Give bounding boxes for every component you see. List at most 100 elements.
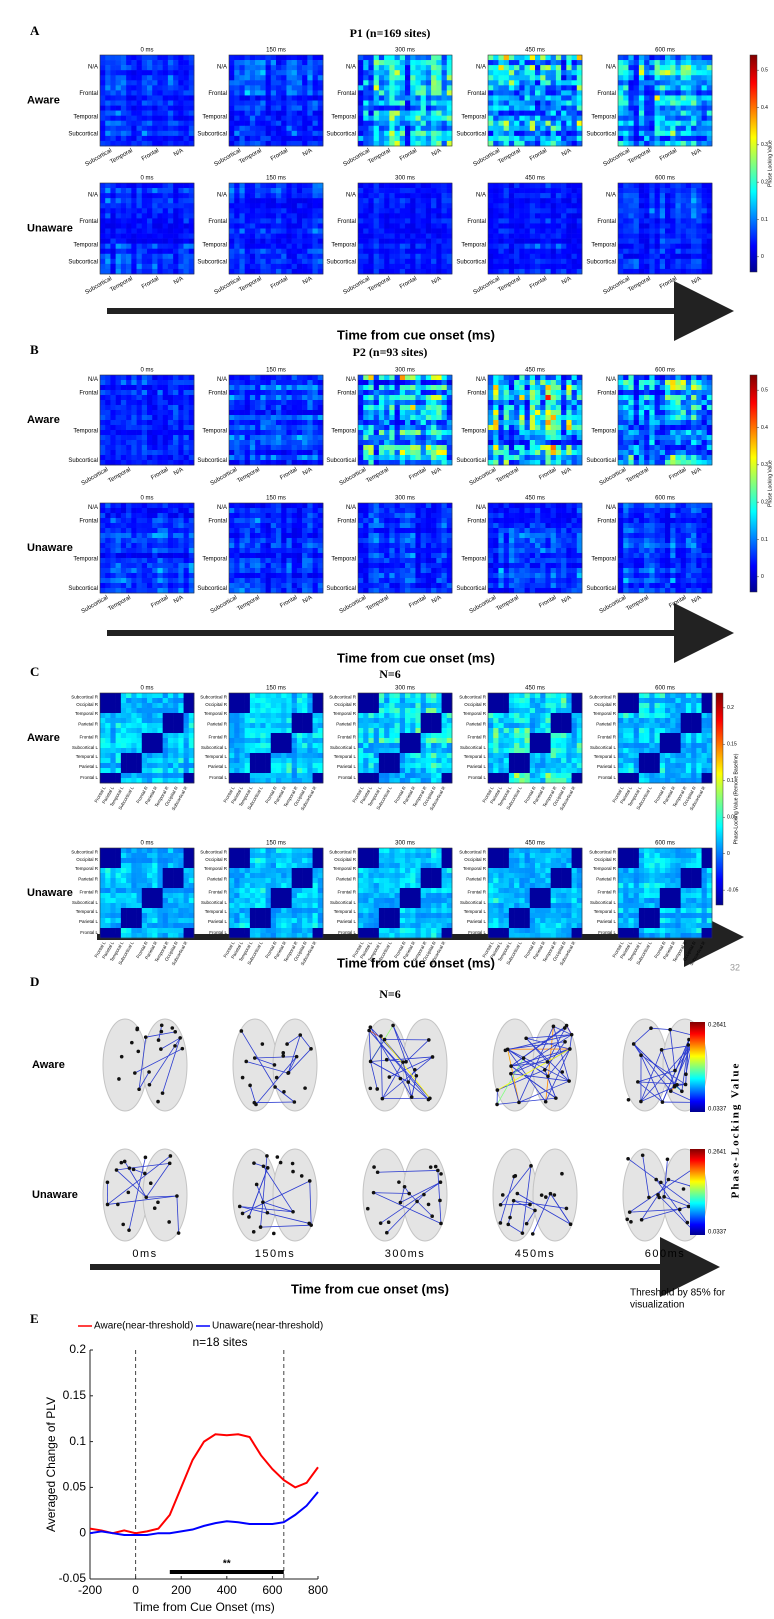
heatmap-cell <box>313 90 319 95</box>
heatmap-cell <box>302 193 308 198</box>
heatmap-cell <box>421 223 427 228</box>
heatmap-cell <box>142 60 148 65</box>
heatmap-cell <box>421 234 427 239</box>
heatmap-cell <box>318 239 324 244</box>
heatmap-cell <box>681 259 687 264</box>
region-label: N/A <box>431 276 443 286</box>
heatmap-cell <box>281 198 287 203</box>
heatmap-cell <box>389 445 395 450</box>
heatmap-cell <box>168 126 174 131</box>
heatmap-cell <box>266 430 272 435</box>
heatmap-cell <box>660 410 666 415</box>
heatmap-cell <box>525 106 531 111</box>
heatmap-cell <box>281 208 287 213</box>
heatmap-cell <box>239 106 245 111</box>
heatmap-cell <box>561 239 567 244</box>
heatmap-cell <box>250 450 256 455</box>
heatmap-cell <box>530 390 536 395</box>
heatmap-cell <box>415 116 421 121</box>
heatmap-cell <box>426 440 432 445</box>
heatmap-cell <box>260 208 266 213</box>
heatmap-cell <box>178 213 184 218</box>
heatmap-cell <box>121 198 127 203</box>
heatmap-cell <box>545 249 551 254</box>
heatmap <box>100 375 194 465</box>
heatmap-cell <box>157 106 163 111</box>
heatmap-cell <box>634 375 640 380</box>
heatmap-cell <box>384 445 390 450</box>
heatmap-cell <box>551 450 557 455</box>
heatmap-cell <box>488 455 494 460</box>
heatmap-cell <box>634 131 640 136</box>
heatmap-cell <box>131 269 137 274</box>
heatmap-cell <box>566 218 572 223</box>
heatmap-cell <box>142 106 148 111</box>
heatmap-cell <box>400 80 406 85</box>
heatmap-cell <box>514 95 520 100</box>
heatmap-cell <box>142 213 148 218</box>
heatmap-cell <box>525 440 531 445</box>
heatmap-cell <box>374 375 380 380</box>
heatmap-cell <box>307 183 313 188</box>
heatmap-cell <box>173 131 179 136</box>
heatmap-cell <box>551 60 557 65</box>
heatmap-cell <box>363 65 369 70</box>
heatmap-cell <box>302 106 308 111</box>
heatmap-cell <box>286 385 292 390</box>
heatmap-cell <box>184 213 190 218</box>
heatmap-cell <box>147 65 153 70</box>
heatmap-cell <box>670 410 676 415</box>
heatmap-cell <box>498 208 504 213</box>
heatmap-cell <box>628 425 634 430</box>
heatmap-cell <box>431 425 437 430</box>
heatmap-cell <box>234 455 240 460</box>
heatmap-cell <box>395 126 401 131</box>
heatmap-cell <box>498 111 504 116</box>
heatmap-cell <box>395 208 401 213</box>
heatmap-cell <box>665 65 671 70</box>
heatmap-cell <box>561 410 567 415</box>
heatmap-cell <box>431 121 437 126</box>
heatmap-cell <box>410 269 416 274</box>
heatmap-cell <box>292 208 298 213</box>
heatmap-cell <box>426 435 432 440</box>
heatmap-cell <box>292 455 298 460</box>
heatmap-cell <box>157 269 163 274</box>
heatmap-cell <box>116 183 122 188</box>
heatmap-cell <box>514 203 520 208</box>
heatmap-cell <box>436 380 442 385</box>
heatmap-cell <box>545 375 551 380</box>
heatmap-cell <box>405 400 411 405</box>
heatmap-cell <box>142 188 148 193</box>
heatmap-cell <box>639 106 645 111</box>
heatmap-cell <box>540 183 546 188</box>
heatmap-cell <box>147 203 153 208</box>
heatmap-cell <box>292 269 298 274</box>
heatmap-cell <box>488 234 494 239</box>
heatmap-cell <box>509 385 515 390</box>
heatmap-cell <box>400 395 406 400</box>
heatmap-cell <box>691 218 697 223</box>
heatmap-cell <box>368 229 374 234</box>
heatmap-cell <box>628 380 634 385</box>
heatmap-cell <box>260 390 266 395</box>
heatmap-cell <box>271 55 277 60</box>
heatmap-cell <box>525 70 531 75</box>
heatmap-cell <box>691 375 697 380</box>
heatmap-cell <box>271 385 277 390</box>
heatmap-cell <box>400 455 406 460</box>
heatmap-cell <box>551 101 557 106</box>
heatmap-cell <box>379 435 385 440</box>
heatmap-cell <box>707 375 713 380</box>
heatmap-cell <box>126 254 132 259</box>
heatmap-cell <box>431 126 437 131</box>
heatmap-cell <box>577 95 583 100</box>
heatmap-cell <box>173 106 179 111</box>
heatmap-cell <box>100 121 106 126</box>
heatmap-cell <box>675 90 681 95</box>
heatmap-cell <box>577 249 583 254</box>
heatmap-cell <box>702 390 708 395</box>
heatmap-cell <box>379 80 385 85</box>
heatmap-cell <box>436 254 442 259</box>
heatmap-cell <box>498 375 504 380</box>
